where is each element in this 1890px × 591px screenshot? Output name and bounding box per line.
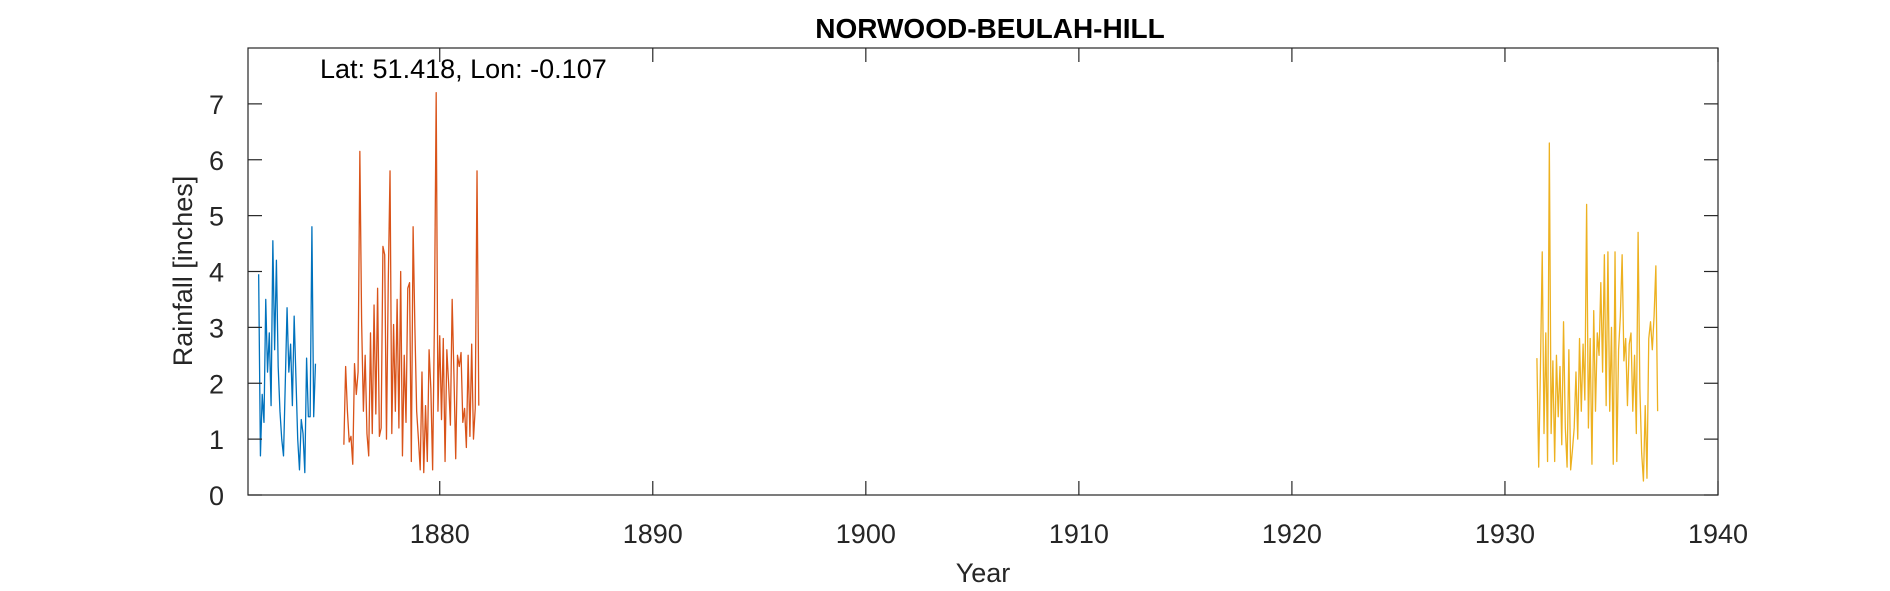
x-axis-label: Year bbox=[956, 558, 1011, 588]
x-tick-label: 1900 bbox=[836, 519, 896, 549]
y-axis-label: Rainfall [inches] bbox=[168, 176, 198, 367]
x-tick-label: 1930 bbox=[1475, 519, 1535, 549]
y-tick-label: 4 bbox=[209, 258, 224, 288]
rainfall-series-line-2 bbox=[343, 92, 480, 474]
y-tick-label: 0 bbox=[209, 481, 224, 511]
x-tick-label: 1940 bbox=[1688, 519, 1748, 549]
y-tick-label: 1 bbox=[209, 425, 224, 455]
series-layer bbox=[258, 92, 1659, 482]
y-tick-label: 2 bbox=[209, 369, 224, 399]
rainfall-series-line-1 bbox=[258, 226, 317, 474]
x-tick-label: 1880 bbox=[410, 519, 470, 549]
x-tick-label: 1910 bbox=[1049, 519, 1109, 549]
y-tick-label: 7 bbox=[209, 90, 224, 120]
ticks-layer: 1880 1890 1900 1910 1920 1930 1940 0 1 2 3 4 5 6 7 bbox=[209, 48, 1748, 549]
chart-title: NORWOOD-BEULAH-HILL bbox=[815, 13, 1164, 44]
y-tick-label: 5 bbox=[209, 202, 224, 232]
axes-box bbox=[247, 47, 1719, 496]
x-tick-label: 1890 bbox=[623, 519, 683, 549]
y-tick-label: 3 bbox=[209, 313, 224, 343]
x-tick-label: 1920 bbox=[1262, 519, 1322, 549]
location-annotation: Lat: 51.418, Lon: -0.107 bbox=[320, 54, 607, 84]
y-tick-label: 6 bbox=[209, 146, 224, 176]
rainfall-series-line-3 bbox=[1536, 142, 1659, 482]
